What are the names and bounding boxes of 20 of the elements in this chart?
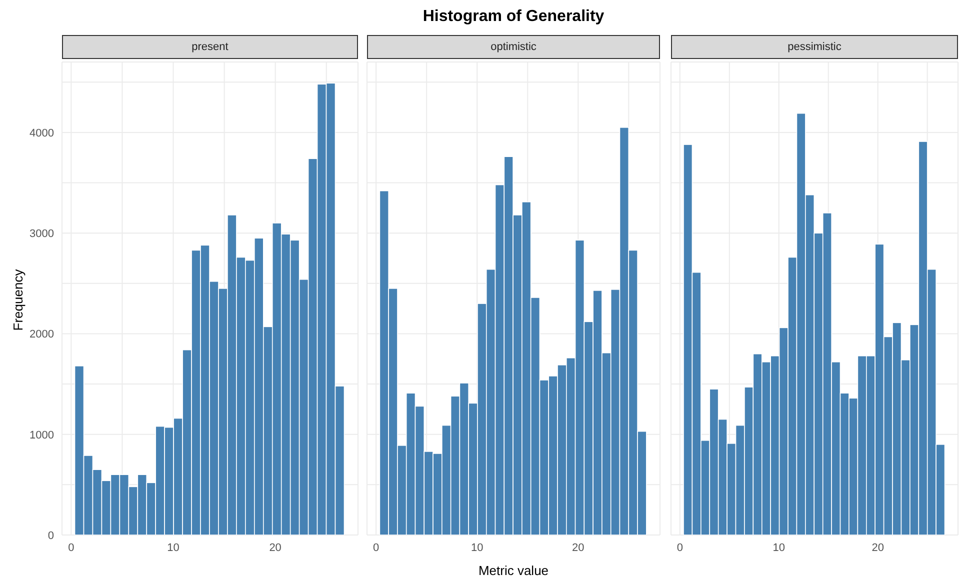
x-tick-label: 0	[676, 542, 683, 554]
y-tick-label: 3000	[30, 228, 54, 240]
x-tick-label: 10	[167, 542, 180, 554]
x-tick-label: 20	[572, 542, 584, 554]
x-tick-label: 20	[269, 542, 282, 554]
x-axis-title: Metric value	[477, 563, 550, 578]
y-tick-label: 1000	[30, 429, 54, 442]
x-tick-label: 0	[373, 542, 380, 554]
chart-subtitle: optimistic	[367, 35, 660, 59]
x-tick-label: 10	[772, 542, 785, 554]
y-tick-label: 2000	[30, 328, 54, 341]
x-tick-label: 0	[68, 542, 74, 554]
y-tick-label: 0	[48, 530, 54, 542]
x-tick-label: 10	[471, 542, 484, 554]
y-axis-title: Frequency	[10, 269, 26, 331]
chart-subtitle: present	[62, 35, 358, 59]
chart-subtitle: pessimistic	[671, 35, 958, 59]
chart-title: Histogram of Generality	[422, 8, 606, 26]
x-tick-label: 20	[872, 542, 884, 554]
y-tick-label: 4000	[30, 127, 54, 140]
